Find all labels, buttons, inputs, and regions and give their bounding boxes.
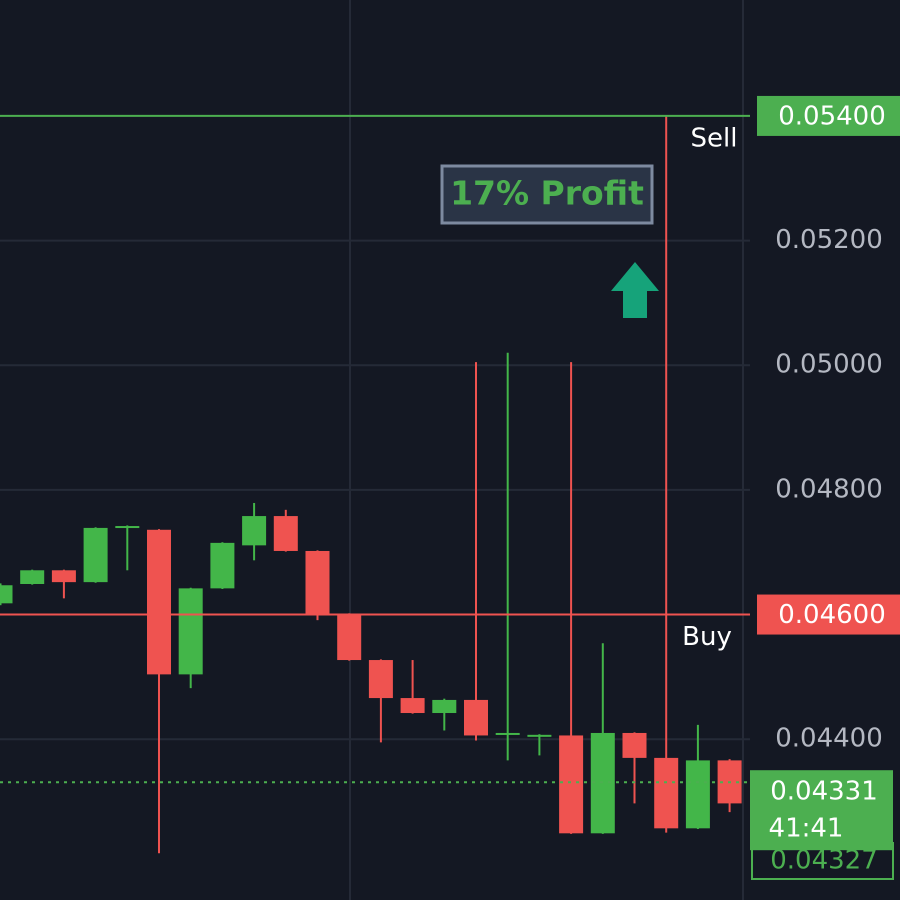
candle-body bbox=[20, 570, 45, 585]
price-label-box bbox=[757, 95, 900, 136]
candle-body bbox=[559, 735, 584, 834]
countdown: 41:41 bbox=[769, 814, 844, 844]
price-label: 0.04600 bbox=[778, 600, 886, 630]
y-tick-label: 0.05000 bbox=[775, 350, 883, 380]
price-label: 0.05400 bbox=[778, 101, 886, 131]
candle-body bbox=[432, 699, 457, 714]
annotation-box bbox=[440, 164, 654, 225]
candle-body bbox=[400, 698, 425, 714]
price-line-text: Buy bbox=[682, 622, 732, 652]
candle-body bbox=[178, 588, 203, 675]
candle-body bbox=[273, 516, 298, 551]
candle-body bbox=[51, 570, 76, 583]
candle-body bbox=[685, 760, 710, 829]
y-tick-label: 0.04400 bbox=[775, 724, 883, 754]
price-line-text: Sell bbox=[691, 123, 738, 153]
candle-body bbox=[368, 660, 393, 699]
candle-body bbox=[147, 529, 171, 675]
y-tick-label: 0.05200 bbox=[775, 225, 883, 255]
y-tick-label: 0.04800 bbox=[775, 474, 883, 504]
up-arrow bbox=[611, 262, 659, 318]
candle-body bbox=[337, 613, 362, 661]
candle-body bbox=[115, 526, 140, 529]
price-label-box bbox=[757, 594, 900, 635]
candle-body bbox=[305, 550, 330, 614]
candle-body bbox=[495, 732, 520, 735]
last-price-label: 0.04327 bbox=[770, 846, 878, 876]
candle-body bbox=[0, 585, 13, 604]
candle-body bbox=[622, 732, 647, 758]
candle-body bbox=[464, 699, 488, 736]
candle-body bbox=[83, 527, 108, 583]
current-price-box bbox=[750, 770, 893, 851]
candle-body bbox=[654, 757, 679, 829]
candle-body bbox=[527, 734, 552, 737]
last-price-box bbox=[751, 842, 894, 880]
annotation: 17% Profit bbox=[450, 174, 644, 213]
candle-body bbox=[242, 516, 267, 546]
candle-body bbox=[210, 542, 235, 589]
current-price-label: 0.04331 bbox=[770, 777, 878, 807]
